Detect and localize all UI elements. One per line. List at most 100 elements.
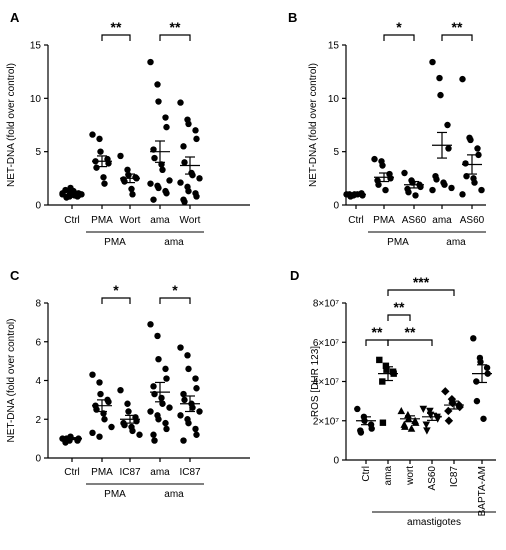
x-tick-label: PMA (91, 467, 113, 478)
x-tick-label: AS60 (402, 215, 427, 226)
data-point (162, 114, 169, 121)
data-point (162, 419, 169, 427)
data-point (382, 362, 390, 369)
data-point (181, 198, 188, 205)
data-point (379, 419, 387, 426)
data-point (154, 81, 161, 88)
data-point (471, 179, 478, 186)
data-point (459, 191, 466, 198)
x-tick-label: AS60 (460, 215, 485, 226)
x-tick-label: IC87 (179, 467, 201, 478)
data-point (477, 358, 484, 366)
data-point (124, 400, 131, 407)
data-point (193, 193, 200, 200)
data-point (473, 378, 480, 385)
data-point (93, 164, 100, 171)
y-tick-label: 4×10⁷ (313, 377, 340, 388)
group-label: amastigotes (407, 517, 461, 528)
data-point (177, 179, 184, 186)
data-point (67, 184, 74, 192)
significance-label: ** (372, 324, 383, 340)
data-point (96, 433, 103, 440)
data-point (445, 145, 452, 152)
data-point (108, 423, 115, 431)
significance-label: ** (394, 299, 405, 315)
y-tick-label: 0 (333, 456, 339, 467)
significance-label: * (113, 282, 119, 298)
data-point (117, 152, 124, 160)
significance-bracket (159, 34, 191, 41)
x-tick-label: BAPTA-AM (477, 466, 488, 516)
data-point (196, 175, 203, 182)
panel-label: C (10, 268, 20, 283)
data-point (379, 162, 386, 169)
significance-bracket (387, 314, 411, 321)
significance-bracket (387, 289, 455, 296)
data-point (166, 177, 173, 184)
data-point (474, 145, 481, 152)
data-point (429, 58, 436, 66)
x-tick-label: Ctrl (64, 467, 80, 478)
data-point (462, 160, 469, 167)
data-point (483, 364, 491, 371)
data-point (129, 427, 136, 435)
data-point (155, 355, 162, 363)
data-point (382, 186, 389, 194)
data-point (151, 154, 158, 162)
significance-bracket (383, 34, 415, 41)
data-point (89, 371, 96, 378)
data-point (444, 416, 454, 425)
data-point (100, 174, 107, 181)
data-point (426, 407, 434, 415)
data-point (436, 74, 443, 82)
data-point (470, 335, 477, 342)
data-point (196, 408, 203, 415)
x-tick-label: Ctrl (348, 215, 364, 226)
data-point (96, 379, 103, 386)
data-point (128, 185, 135, 193)
data-point (101, 180, 108, 187)
chart-panel-B: B 0 5 10 15 NET-DNA (fold over control) Ctrl PM… (288, 10, 486, 248)
data-point (192, 127, 199, 134)
x-tick-label: wort (405, 466, 416, 486)
data-point (467, 136, 474, 144)
x-tick-label: PMA (91, 215, 113, 226)
data-point (397, 406, 406, 415)
data-point (407, 424, 416, 432)
data-point (159, 166, 166, 173)
data-point (401, 422, 409, 430)
data-point (354, 405, 361, 413)
y-tick-label: 6×10⁷ (313, 338, 340, 349)
data-point (412, 192, 419, 199)
x-tick-label: IC87 (449, 466, 460, 488)
data-point (150, 383, 157, 390)
significance-bracket (441, 34, 473, 41)
data-point (125, 171, 132, 179)
x-tick-label: IC87 (119, 467, 141, 478)
data-point (422, 421, 431, 429)
data-point (180, 143, 187, 150)
data-point (163, 123, 170, 131)
data-point (150, 431, 157, 438)
y-tick-label: 6 (35, 337, 41, 348)
data-point (89, 429, 96, 437)
data-point (433, 176, 440, 183)
data-point (419, 405, 428, 413)
data-point (441, 387, 450, 396)
data-point (185, 419, 192, 427)
data-point (181, 159, 188, 166)
data-point (97, 390, 104, 398)
data-point (193, 431, 200, 438)
y-tick-label: 2×10⁷ (313, 416, 340, 427)
data-point (387, 175, 394, 182)
data-point (423, 427, 431, 435)
data-point (97, 148, 104, 155)
y-tick-label: 2 (35, 415, 41, 426)
data-point (379, 378, 386, 385)
data-point (163, 425, 170, 433)
data-point (147, 321, 154, 328)
data-point (163, 190, 170, 197)
chart-panel-C: C 0 2 4 6 8 NET-DNA (fold over control) Ctrl PMA… (6, 268, 250, 500)
data-point (150, 196, 157, 203)
